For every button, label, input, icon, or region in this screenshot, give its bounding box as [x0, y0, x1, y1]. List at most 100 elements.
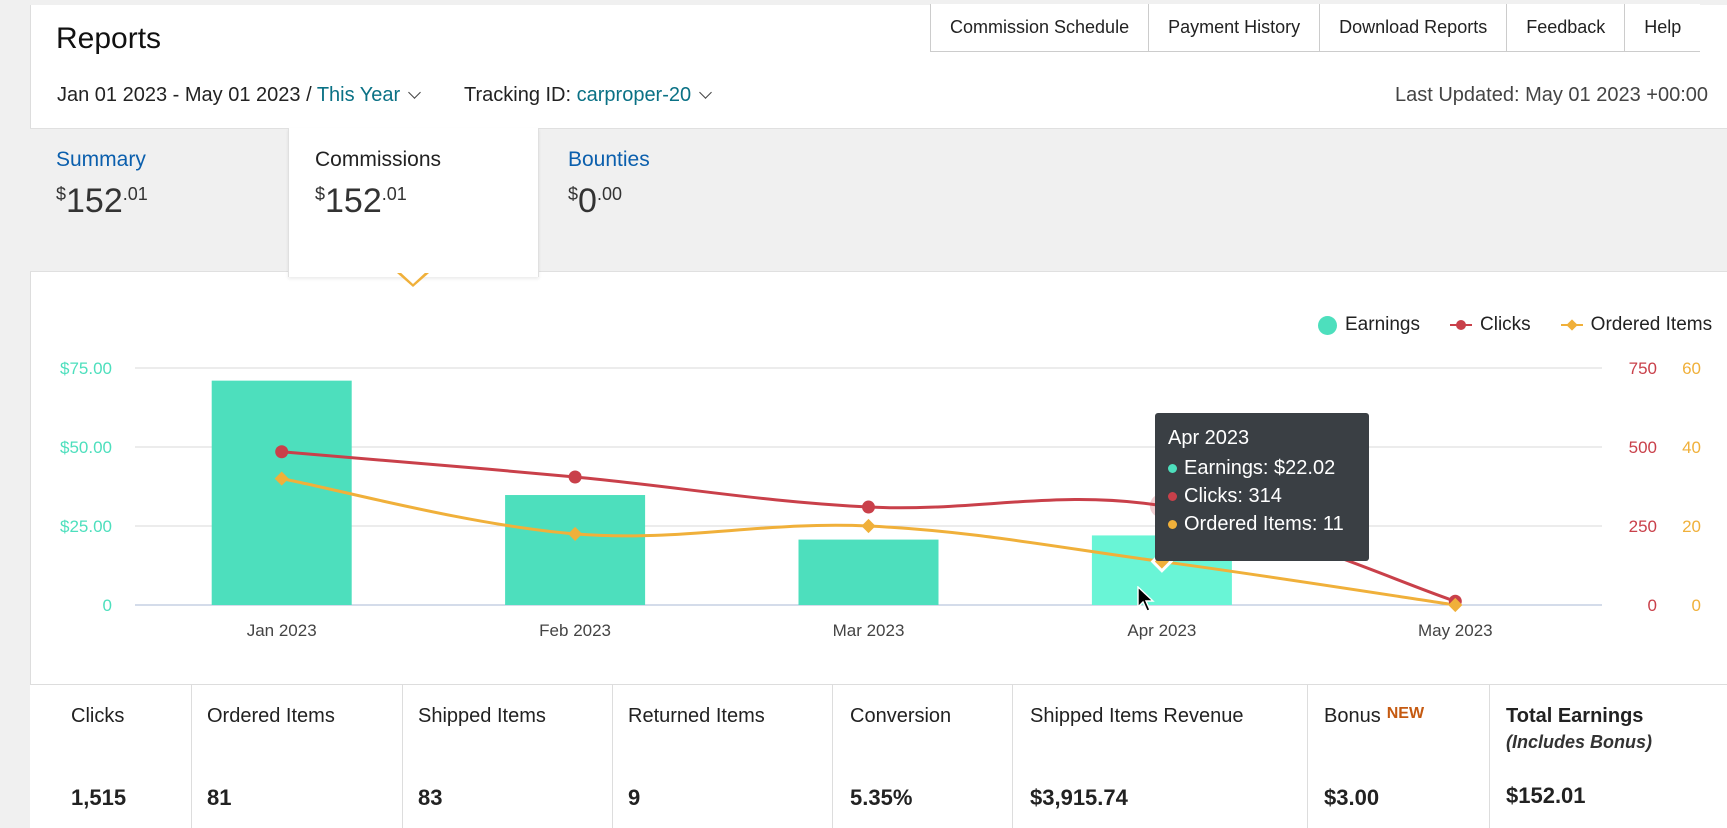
stat-conversion-label: Conversion: [850, 705, 952, 727]
tooltip-ordered-text: Ordered Items: 11: [1184, 513, 1344, 535]
legend-ordered-label: Ordered Items: [1590, 314, 1713, 335]
last-updated: Last Updated: May 01 2023 +00:00: [1394, 84, 1708, 106]
tab-bounties[interactable]: Bounties $0.00: [542, 128, 800, 272]
legend-ordered-line-icon: [1560, 319, 1583, 331]
y-tick-left: 0: [103, 596, 112, 615]
y-tick-right-clicks: 750: [1629, 359, 1657, 378]
stats-row: Clicks 1,515 Ordered Items 81 Shipped It…: [30, 684, 1727, 828]
amount-decimal: .00: [596, 184, 622, 204]
stat-shipped-value: 83: [418, 785, 443, 810]
stat-shipped-revenue: Shipped Items Revenue $3,915.74: [1013, 685, 1308, 828]
date-range-text: Jan 01 2023 - May 01 2023 /: [57, 84, 312, 106]
tracking-id-label: Tracking ID:: [464, 84, 572, 106]
new-badge: NEW: [1386, 705, 1425, 722]
nav-commission-schedule[interactable]: Commission Schedule: [931, 4, 1150, 51]
tab-commissions[interactable]: Commissions $152.01: [288, 128, 539, 277]
y-tick-right-ordered: 0: [1692, 596, 1701, 615]
currency-symbol: $: [568, 184, 579, 204]
tooltip-title: Apr 2023: [1168, 427, 1250, 449]
tracking-id-selector[interactable]: Tracking ID: carproper-20: [464, 84, 713, 107]
stat-conversion: Conversion 5.35%: [833, 685, 1013, 828]
stat-shipped-items: Shipped Items 83: [403, 685, 613, 828]
page-title: Reports: [56, 22, 162, 55]
tooltip-clicks-text: Clicks: 314: [1184, 485, 1282, 507]
amount-whole: 152: [325, 182, 382, 220]
y-tick-right-clicks: 0: [1648, 596, 1657, 615]
tab-summary-amount: $152.01: [56, 182, 262, 221]
clicks-point: [275, 445, 289, 459]
tab-bounties-label[interactable]: Bounties: [568, 148, 650, 171]
top-navigation: Commission Schedule Payment History Down…: [930, 4, 1701, 52]
nav-download-reports[interactable]: Download Reports: [1320, 4, 1508, 51]
stat-conversion-value: 5.35%: [850, 785, 913, 810]
currency-symbol: $: [315, 184, 326, 204]
y-tick-left: $25.00: [60, 517, 112, 536]
legend-item-earnings[interactable]: Earnings: [1318, 314, 1420, 336]
clicks-point: [568, 470, 582, 484]
stat-revenue-label: Shipped Items Revenue: [1030, 705, 1244, 727]
earnings-dot-icon: [1168, 464, 1177, 473]
x-tick-label: May 2023: [1418, 621, 1493, 640]
ordered-items-point: [861, 518, 876, 534]
tooltip-earnings-text: Earnings: $22.02: [1184, 457, 1336, 479]
stat-clicks-label: Clicks: [71, 705, 125, 727]
tab-commissions-label[interactable]: Commissions: [315, 148, 442, 171]
chart-tooltip: Apr 2023 Earnings: $22.02 Clicks: 314 Or…: [1155, 413, 1369, 561]
clicks-point: [862, 500, 875, 514]
x-tick-label: Apr 2023: [1127, 621, 1196, 640]
tab-commissions-amount: $152.01: [315, 182, 512, 221]
amount-whole: 152: [66, 182, 123, 220]
stat-ordered-label: Ordered Items: [207, 705, 335, 727]
earnings-bar: [798, 539, 939, 605]
y-tick-left: $50.00: [60, 438, 112, 457]
active-tab-caret-icon: [397, 271, 429, 287]
stat-total-label: Total Earnings: [1506, 705, 1644, 727]
nav-help[interactable]: Help: [1644, 17, 1682, 37]
clicks-dot-icon: [1168, 492, 1177, 501]
stat-returned-label: Returned Items: [628, 705, 765, 727]
ordered-dot-icon: [1168, 520, 1177, 529]
ordered-items-point: [568, 526, 583, 541]
earnings-bar: [211, 380, 352, 605]
x-tick-label: Jan 2023: [247, 621, 317, 640]
stat-ordered-value: 81: [207, 785, 232, 810]
date-preset-link[interactable]: This Year: [316, 84, 401, 106]
date-range-selector[interactable]: Jan 01 2023 - May 01 2023 / This Year: [57, 84, 422, 107]
stat-returned-items: Returned Items 9: [613, 685, 833, 828]
y-tick-right-ordered: 20: [1682, 517, 1701, 536]
stat-total-sublabel: (Includes Bonus): [1506, 732, 1653, 752]
nav-feedback[interactable]: Feedback: [1507, 4, 1626, 51]
stat-bonus-label-wrap: Bonus NEW: [1324, 705, 1489, 728]
stat-total-earnings: Total Earnings (Includes Bonus) $152.01: [1490, 685, 1727, 828]
legend-item-clicks[interactable]: Clicks: [1450, 314, 1531, 336]
x-tick-label: Mar 2023: [833, 621, 905, 640]
legend-earnings-dot-icon: [1318, 315, 1337, 335]
legend-clicks-line-icon: [1450, 320, 1472, 330]
stat-ordered-items: Ordered Items 81: [192, 685, 403, 828]
tab-bounties-amount: $0.00: [568, 182, 774, 221]
tab-summary-label[interactable]: Summary: [56, 148, 146, 171]
stat-total-value: $152.01: [1506, 783, 1586, 808]
x-tick-label: Feb 2023: [539, 621, 611, 640]
stat-clicks-value: 1,515: [71, 785, 127, 810]
y-tick-right-ordered: 40: [1682, 438, 1701, 457]
stat-returned-value: 9: [628, 785, 641, 810]
amount-decimal: .01: [122, 184, 148, 204]
stat-bonus-value: $3.00: [1324, 785, 1380, 810]
stat-clicks: Clicks 1,515: [30, 685, 192, 828]
amount-whole: 0: [578, 182, 597, 220]
legend-clicks-label: Clicks: [1480, 314, 1531, 335]
earnings-bar: [505, 495, 646, 605]
tooltip-row-ordered: Ordered Items: 11: [1168, 513, 1356, 536]
stat-shipped-label: Shipped Items: [418, 705, 546, 727]
nav-payment-history[interactable]: Payment History: [1149, 4, 1321, 51]
tooltip-row-clicks: Clicks: 314: [1168, 485, 1356, 508]
chart-legend: Earnings Clicks Ordered Items: [1318, 314, 1712, 336]
ordered-items-point: [274, 471, 289, 486]
legend-item-ordered-items[interactable]: Ordered Items: [1560, 314, 1713, 336]
amount-decimal: .01: [381, 184, 407, 204]
tab-summary[interactable]: Summary $152.01: [30, 128, 288, 272]
stat-revenue-value: $3,915.74: [1030, 785, 1128, 810]
tracking-id-value[interactable]: carproper-20: [576, 84, 692, 106]
performance-chart: 0 0 0 $25.00 250 20 $50.00 500 40 $75.00 750 60 Jan …: [60, 359, 1701, 640]
